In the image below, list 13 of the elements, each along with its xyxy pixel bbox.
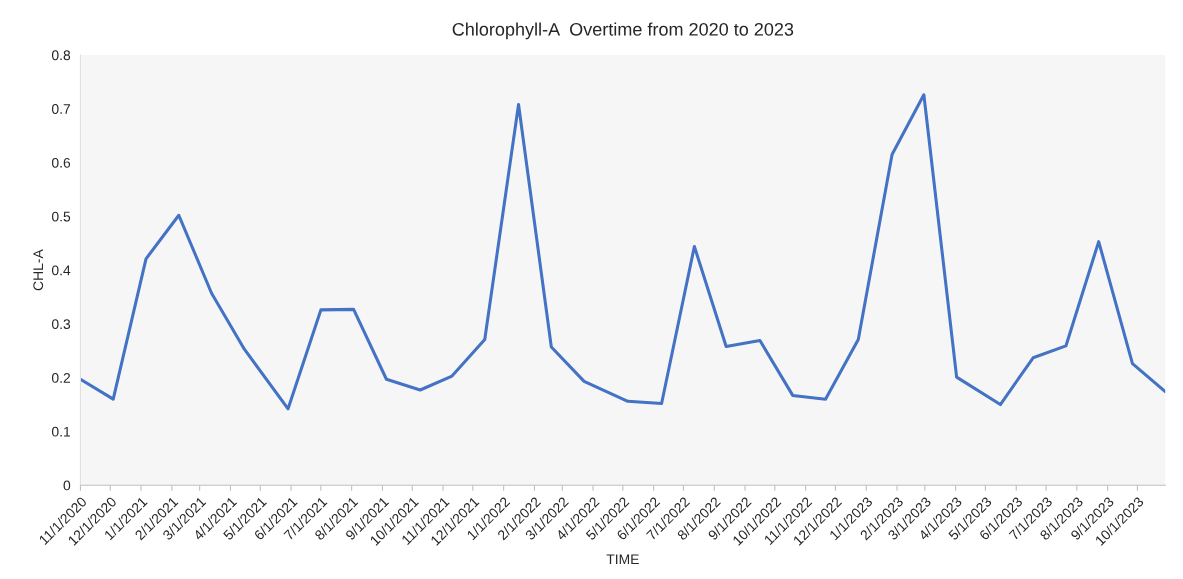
y-tick-label: 0.4 (51, 265, 71, 276)
y-tick-label: 0.1 (51, 426, 71, 437)
x-axis-title: TIME (606, 554, 639, 565)
line-series (80, 93, 1166, 411)
y-tick-label: 0.7 (51, 104, 71, 114)
y-tick-label: 0.5 (51, 211, 71, 222)
y-tick-label: 0.8 (51, 50, 71, 61)
chart-title: Chlorophyll-A Overtime from 2020 to 2023 (452, 22, 794, 40)
y-axis-title: CHL-A (33, 249, 44, 291)
y-tick-label: 0.2 (51, 372, 71, 383)
y-tick-label: 0 (63, 480, 71, 491)
y-tick-label: 0.3 (51, 319, 71, 330)
y-tick-label: 0.6 (51, 157, 71, 168)
